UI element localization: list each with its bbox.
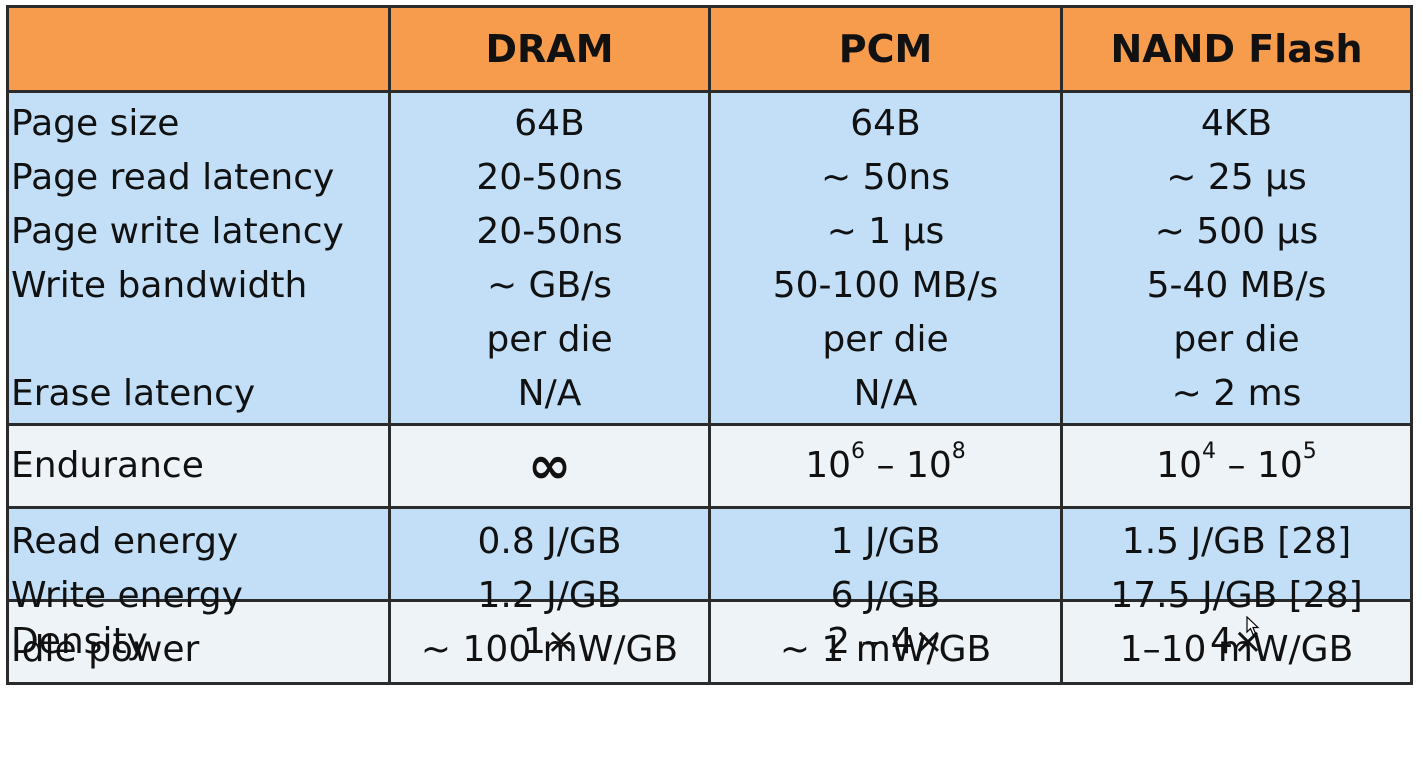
nand-write-energy: 17.5 J/GB [28] — [1110, 575, 1363, 616]
energy-row: Read energy Write energy Idle power 0.8 … — [6, 506, 1413, 670]
pcm-write-energy: 6 J/GB — [830, 575, 941, 616]
label-write-bandwidth: Write bandwidth — [11, 265, 308, 306]
header-pcm: PCM — [708, 5, 1063, 93]
label-idle-power: Idle power — [11, 629, 200, 670]
mouse-pointer-icon — [1246, 616, 1260, 636]
pcm-idle-power: ~ 1 mW/GB — [779, 629, 992, 670]
nand-density-cell: 4× — [1060, 599, 1413, 685]
label-spacer — [9, 313, 388, 367]
dram-latency-cell: 64B 20-50ns 20-50ns ~ GB/s per die N/A — [388, 90, 711, 426]
pcm-bandwidth-unit: per die — [822, 319, 949, 360]
header-nand-flash: NAND Flash — [1060, 5, 1413, 93]
dram-endurance-infinity: ∞ — [527, 436, 572, 496]
pcm-read-energy: 1 J/GB — [830, 521, 941, 562]
pcm-endurance-dash: – — [865, 445, 906, 486]
memory-comparison-table: DRAM PCM NAND Flash Page size Page read … — [6, 5, 1413, 685]
dram-endurance-cell: ∞ — [388, 423, 711, 509]
pcm-endurance-value: 106 – 108 — [711, 426, 1060, 506]
pcm-endurance-cell: 106 – 108 — [708, 423, 1063, 509]
label-page-write-latency: Page write latency — [11, 211, 344, 252]
dram-erase-latency: N/A — [517, 373, 582, 414]
pcm-write-latency: ~ 1 µs — [826, 211, 945, 252]
dram-bandwidth-unit: per die — [486, 319, 613, 360]
label-page-read-latency: Page read latency — [11, 157, 335, 198]
pcm-endurance-base2: 10 — [905, 445, 952, 486]
pcm-erase-latency: N/A — [853, 373, 918, 414]
density-label-cell: Density — [6, 599, 391, 685]
label-density: Density — [11, 621, 148, 662]
pcm-density-cell: 2 – 4× — [708, 599, 1063, 685]
nand-idle-power: 1–10 mW/GB — [1119, 629, 1354, 670]
dram-read-energy: 0.8 J/GB — [477, 521, 622, 562]
nand-write-latency: ~ 500 µs — [1154, 211, 1319, 252]
comparison-table-wrapper: DRAM PCM NAND Flash Page size Page read … — [6, 5, 1413, 685]
label-page-size: Page size — [11, 103, 180, 144]
header-row: DRAM PCM NAND Flash — [6, 5, 1413, 93]
nand-read-energy: 1.5 J/GB [28] — [1121, 521, 1352, 562]
nand-endurance-base2: 10 — [1256, 445, 1303, 486]
nand-endurance-cell: 104 – 105 — [1060, 423, 1413, 509]
nand-endurance-value: 104 – 105 — [1063, 426, 1410, 506]
nand-endurance-exp2: 5 — [1302, 439, 1317, 464]
dram-write-energy: 1.2 J/GB — [477, 575, 622, 616]
dram-page-size: 64B — [514, 103, 585, 144]
dram-write-latency: 20-50ns — [476, 211, 623, 252]
pcm-page-size: 64B — [850, 103, 921, 144]
dram-write-bandwidth: ~ GB/s — [486, 265, 613, 306]
dram-idle-power: ~ 100 mW/GB — [420, 629, 679, 670]
nand-endurance-base1: 10 — [1156, 445, 1203, 486]
latency-labels-cell: Page size Page read latency Page write l… — [6, 90, 391, 426]
label-endurance: Endurance — [11, 445, 204, 486]
energy-labels-cell: Read energy Write energy Idle power — [6, 506, 391, 670]
label-erase-latency: Erase latency — [11, 373, 256, 414]
nand-bandwidth-unit: per die — [1173, 319, 1300, 360]
dram-energy-cell: 0.8 J/GB 1.2 J/GB ~ 100 mW/GB — [388, 506, 711, 670]
header-dram: DRAM — [388, 5, 711, 93]
endurance-label-cell: Endurance — [6, 423, 391, 509]
dram-density: 1× — [522, 621, 577, 662]
nand-write-bandwidth: 5-40 MB/s — [1146, 265, 1327, 306]
nand-read-latency: ~ 25 µs — [1166, 157, 1307, 198]
pcm-write-bandwidth: 50-100 MB/s — [772, 265, 999, 306]
nand-energy-cell: 1.5 J/GB [28] 17.5 J/GB [28] 1–10 mW/GB — [1060, 506, 1413, 670]
nand-latency-cell: 4KB ~ 25 µs ~ 500 µs 5-40 MB/s per die ~… — [1060, 90, 1413, 426]
pcm-latency-cell: 64B ~ 50ns ~ 1 µs 50-100 MB/s per die N/… — [708, 90, 1063, 426]
density-row: Density 1× 2 – 4× 4× — [6, 599, 1413, 685]
nand-endurance-exp1: 4 — [1202, 439, 1217, 464]
pcm-energy-cell: 1 J/GB 6 J/GB ~ 1 mW/GB — [708, 506, 1063, 670]
label-write-energy: Write energy — [11, 575, 243, 616]
header-blank-cell — [6, 5, 391, 93]
dram-density-cell: 1× — [388, 599, 711, 685]
label-read-energy: Read energy — [11, 521, 239, 562]
dram-read-latency: 20-50ns — [476, 157, 623, 198]
nand-page-size: 4KB — [1200, 103, 1273, 144]
pcm-endurance-exp1: 6 — [851, 439, 866, 464]
pcm-endurance-base1: 10 — [805, 445, 852, 486]
latency-bandwidth-row: Page size Page read latency Page write l… — [6, 90, 1413, 426]
endurance-row: Endurance ∞ 106 – 108 104 – 105 — [6, 423, 1413, 509]
nand-erase-latency: ~ 2 ms — [1171, 373, 1302, 414]
nand-endurance-dash: – — [1216, 445, 1257, 486]
pcm-endurance-exp2: 8 — [951, 439, 966, 464]
pcm-density: 2 – 4× — [827, 621, 944, 662]
pcm-read-latency: ~ 50ns — [821, 157, 950, 198]
